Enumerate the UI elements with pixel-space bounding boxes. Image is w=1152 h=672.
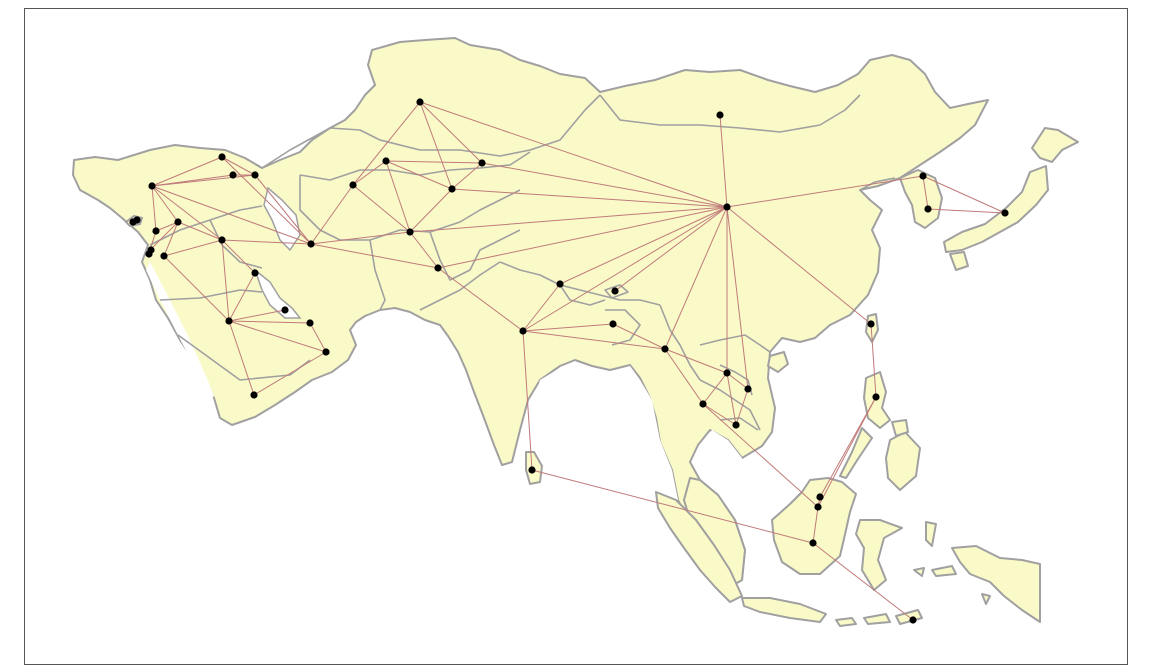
buru xyxy=(913,567,925,577)
node-vientiane[interactable] xyxy=(723,369,731,377)
sumbawa xyxy=(863,613,891,625)
node-seoul[interactable] xyxy=(924,205,932,213)
sulawesi xyxy=(855,519,903,591)
node-kota-kinabalu[interactable] xyxy=(814,503,822,511)
hokkaido xyxy=(1031,127,1079,163)
sumatra xyxy=(655,491,743,603)
node-colombo[interactable] xyxy=(528,466,536,474)
node-beirut[interactable] xyxy=(152,227,160,235)
taiwan xyxy=(865,313,879,343)
bali-lombok xyxy=(835,617,857,627)
node-almaty[interactable] xyxy=(478,159,486,167)
mindanao xyxy=(885,431,921,491)
bay-of-bengal xyxy=(528,366,678,500)
node-bangkok[interactable] xyxy=(699,400,707,408)
node-cyprus-2[interactable] xyxy=(133,216,141,224)
node-islamabad[interactable] xyxy=(434,264,442,272)
node-istanbul[interactable] xyxy=(148,182,156,190)
persian-gulf xyxy=(253,267,302,319)
network-nodes xyxy=(129,98,1009,624)
node-tehran[interactable] xyxy=(307,240,315,248)
honshu xyxy=(943,165,1049,253)
node-astana[interactable] xyxy=(416,98,424,106)
node-ulaanbaatar[interactable] xyxy=(716,111,724,119)
node-yangon[interactable] xyxy=(661,345,669,353)
node-kuching[interactable] xyxy=(809,539,817,547)
node-sanaa[interactable] xyxy=(250,391,258,399)
node-manila[interactable] xyxy=(872,393,880,401)
node-thimphu[interactable] xyxy=(611,287,619,295)
node-baghdad[interactable] xyxy=(218,236,226,244)
palawan xyxy=(839,427,873,479)
kyushu xyxy=(949,251,969,271)
node-taipei[interactable] xyxy=(867,320,875,328)
new-guinea xyxy=(951,545,1041,623)
node-muscat[interactable] xyxy=(322,348,330,356)
gulf-of-thailand xyxy=(700,430,742,472)
caspian-sea xyxy=(263,186,301,252)
node-beijing[interactable] xyxy=(723,203,731,211)
node-abu-dhabi[interactable] xyxy=(306,319,314,327)
node-amman[interactable] xyxy=(160,252,168,260)
node-dili[interactable] xyxy=(909,616,917,624)
node-dushanbe[interactable] xyxy=(448,185,456,193)
korean-peninsula xyxy=(899,169,943,229)
hainan xyxy=(767,351,789,373)
aru xyxy=(981,593,991,605)
node-tel-aviv[interactable] xyxy=(145,250,153,258)
node-dhaka[interactable] xyxy=(609,320,617,328)
node-kathmandu[interactable] xyxy=(556,280,564,288)
node-bahrain[interactable] xyxy=(281,306,289,314)
node-yerevan[interactable] xyxy=(229,171,237,179)
node-kabul[interactable] xyxy=(406,228,414,236)
node-baku[interactable] xyxy=(251,171,259,179)
node-brunei[interactable] xyxy=(816,493,824,501)
node-tbilisi[interactable] xyxy=(218,153,226,161)
node-kuwait[interactable] xyxy=(251,269,259,277)
seram xyxy=(931,565,957,577)
borneo xyxy=(771,477,857,575)
node-riyadh[interactable] xyxy=(225,317,233,325)
red-sea xyxy=(146,262,214,400)
node-tashkent[interactable] xyxy=(382,157,390,165)
java xyxy=(741,597,827,623)
node-aleppo[interactable] xyxy=(174,218,182,226)
node-phnom-penh[interactable] xyxy=(732,421,740,429)
halmahera xyxy=(925,521,937,547)
visayas xyxy=(891,419,909,437)
node-tokyo[interactable] xyxy=(1001,209,1009,217)
landmasses xyxy=(72,37,1079,627)
node-delhi[interactable] xyxy=(519,327,527,335)
node-pyongyang[interactable] xyxy=(919,172,927,180)
network-edges xyxy=(149,101,1006,621)
node-ashgabat[interactable] xyxy=(349,181,357,189)
node-hanoi-south[interactable] xyxy=(744,385,752,393)
